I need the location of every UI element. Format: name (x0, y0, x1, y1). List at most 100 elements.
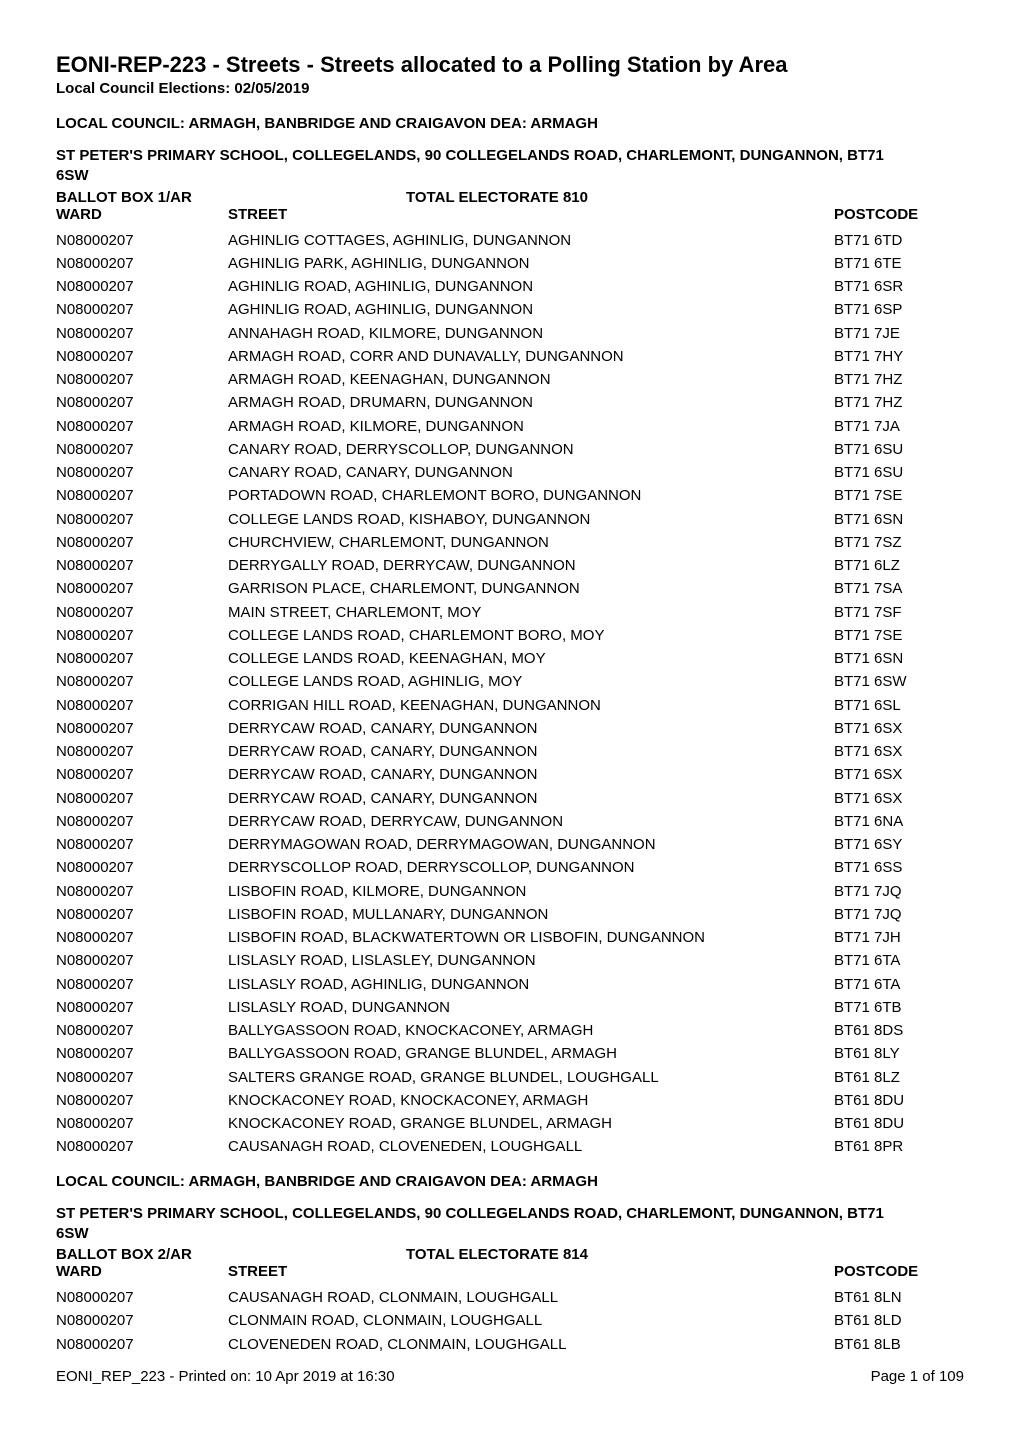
postcode-cell: BT61 8DS (834, 1019, 964, 1042)
ward-cell: N08000207 (56, 996, 228, 1019)
postcode-cell: BT61 8LB (834, 1333, 964, 1356)
table-row: N08000207CANARY ROAD, CANARY, DUNGANNONB… (56, 461, 964, 484)
table-row: N08000207AGHINLIG ROAD, AGHINLIG, DUNGAN… (56, 275, 964, 298)
street-cell: KNOCKACONEY ROAD, KNOCKACONEY, ARMAGH (228, 1089, 834, 1112)
postcode-cell: BT71 6TA (834, 949, 964, 972)
street-cell: COLLEGE LANDS ROAD, KEENAGHAN, MOY (228, 647, 834, 670)
table-row: N08000207COLLEGE LANDS ROAD, AGHINLIG, M… (56, 670, 964, 693)
street-cell: AGHINLIG ROAD, AGHINLIG, DUNGANNON (228, 298, 834, 321)
postcode-cell: BT61 8DU (834, 1089, 964, 1112)
street-cell: GARRISON PLACE, CHARLEMONT, DUNGANNON (228, 577, 834, 600)
street-cell: AGHINLIG PARK, AGHINLIG, DUNGANNON (228, 252, 834, 275)
ward-cell: N08000207 (56, 670, 228, 693)
street-cell: AGHINLIG COTTAGES, AGHINLIG, DUNGANNON (228, 229, 834, 252)
table-row: N08000207LISBOFIN ROAD, MULLANARY, DUNGA… (56, 903, 964, 926)
ward-cell: N08000207 (56, 694, 228, 717)
ward-cell: N08000207 (56, 484, 228, 507)
street-cell: COLLEGE LANDS ROAD, KISHABOY, DUNGANNON (228, 508, 834, 531)
table-row: N08000207COLLEGE LANDS ROAD, KISHABOY, D… (56, 508, 964, 531)
postcode-cell: BT71 6TA (834, 973, 964, 996)
street-cell: ANNAHAGH ROAD, KILMORE, DUNGANNON (228, 322, 834, 345)
street-cell: LISBOFIN ROAD, BLACKWATERTOWN OR LISBOFI… (228, 926, 834, 949)
ward-cell: N08000207 (56, 856, 228, 879)
postcode-cell: BT71 7HZ (834, 391, 964, 414)
table-row: N08000207LISLASLY ROAD, AGHINLIG, DUNGAN… (56, 973, 964, 996)
postcode-cell: BT71 7SE (834, 624, 964, 647)
postcode-col-header: POSTCODE (834, 206, 964, 223)
ward-cell: N08000207 (56, 1286, 228, 1309)
postcode-cell: BT71 6SN (834, 647, 964, 670)
postcode-cell: BT71 6SP (834, 298, 964, 321)
table-body-1: N08000207AGHINLIG COTTAGES, AGHINLIG, DU… (56, 229, 964, 1159)
street-cell: KNOCKACONEY ROAD, GRANGE BLUNDEL, ARMAGH (228, 1112, 834, 1135)
table-row: N08000207SALTERS GRANGE ROAD, GRANGE BLU… (56, 1066, 964, 1089)
ward-cell: N08000207 (56, 577, 228, 600)
ward-cell: N08000207 (56, 1089, 228, 1112)
table-row: N08000207LISLASLY ROAD, DUNGANNONBT71 6T… (56, 996, 964, 1019)
postcode-col-header: POSTCODE (834, 1263, 964, 1280)
table-row: N08000207ARMAGH ROAD, KEENAGHAN, DUNGANN… (56, 368, 964, 391)
ballot-electorate-row-2: BALLOT BOX 2/AR TOTAL ELECTORATE 814 (56, 1246, 964, 1263)
council-heading-1: LOCAL COUNCIL: ARMAGH, BANBRIDGE AND CRA… (56, 115, 964, 132)
postcode-cell: BT61 8PR (834, 1135, 964, 1158)
table-row: N08000207COLLEGE LANDS ROAD, CHARLEMONT … (56, 624, 964, 647)
street-cell: MAIN STREET, CHARLEMONT, MOY (228, 601, 834, 624)
street-cell: DERRYMAGOWAN ROAD, DERRYMAGOWAN, DUNGANN… (228, 833, 834, 856)
table-row: N08000207DERRYCAW ROAD, DERRYCAW, DUNGAN… (56, 810, 964, 833)
report-title: EONI-REP-223 - Streets - Streets allocat… (56, 52, 964, 78)
table-row: N08000207LISLASLY ROAD, LISLASLEY, DUNGA… (56, 949, 964, 972)
electorate-label-1: TOTAL ELECTORATE 810 (406, 189, 588, 206)
table-row: N08000207CLONMAIN ROAD, CLONMAIN, LOUGHG… (56, 1309, 964, 1332)
ward-cell: N08000207 (56, 1066, 228, 1089)
street-cell: COLLEGE LANDS ROAD, AGHINLIG, MOY (228, 670, 834, 693)
table-row: N08000207AGHINLIG PARK, AGHINLIG, DUNGAN… (56, 252, 964, 275)
table-row: N08000207GARRISON PLACE, CHARLEMONT, DUN… (56, 577, 964, 600)
ward-cell: N08000207 (56, 1019, 228, 1042)
table-row: N08000207ARMAGH ROAD, KILMORE, DUNGANNON… (56, 415, 964, 438)
postcode-cell: BT61 8LD (834, 1309, 964, 1332)
postcode-cell: BT71 6SX (834, 787, 964, 810)
postcode-cell: BT71 7JQ (834, 903, 964, 926)
ward-col-header: WARD (56, 206, 228, 223)
table-row: N08000207DERRYCAW ROAD, CANARY, DUNGANNO… (56, 763, 964, 786)
ward-cell: N08000207 (56, 717, 228, 740)
ward-cell: N08000207 (56, 438, 228, 461)
street-col-header: STREET (228, 206, 834, 223)
ward-cell: N08000207 (56, 973, 228, 996)
table-row: N08000207COLLEGE LANDS ROAD, KEENAGHAN, … (56, 647, 964, 670)
postcode-cell: BT71 6TD (834, 229, 964, 252)
report-page: EONI-REP-223 - Streets - Streets allocat… (0, 0, 1020, 1425)
street-cell: BALLYGASSOON ROAD, GRANGE BLUNDEL, ARMAG… (228, 1042, 834, 1065)
street-cell: ARMAGH ROAD, CORR AND DUNAVALLY, DUNGANN… (228, 345, 834, 368)
ward-cell: N08000207 (56, 461, 228, 484)
postcode-cell: BT71 7JA (834, 415, 964, 438)
electorate-label-2: TOTAL ELECTORATE 814 (406, 1246, 588, 1263)
street-cell: CAUSANAGH ROAD, CLONMAIN, LOUGHGALL (228, 1286, 834, 1309)
street-cell: AGHINLIG ROAD, AGHINLIG, DUNGANNON (228, 275, 834, 298)
street-cell: COLLEGE LANDS ROAD, CHARLEMONT BORO, MOY (228, 624, 834, 647)
ward-cell: N08000207 (56, 624, 228, 647)
ward-cell: N08000207 (56, 229, 228, 252)
postcode-cell: BT71 6TB (834, 996, 964, 1019)
venue-line1-2: ST PETER'S PRIMARY SCHOOL, COLLEGELANDS,… (56, 1204, 964, 1224)
street-col-header: STREET (228, 1263, 834, 1280)
ward-cell: N08000207 (56, 1135, 228, 1158)
table-row: N08000207ARMAGH ROAD, CORR AND DUNAVALLY… (56, 345, 964, 368)
table-row: N08000207AGHINLIG ROAD, AGHINLIG, DUNGAN… (56, 298, 964, 321)
ward-cell: N08000207 (56, 833, 228, 856)
venue-line2-1: 6SW (56, 166, 964, 186)
street-cell: CANARY ROAD, CANARY, DUNGANNON (228, 461, 834, 484)
footer-left: EONI_REP_223 - Printed on: 10 Apr 2019 a… (56, 1368, 395, 1385)
ballot-box-label-2: BALLOT BOX 2/AR (56, 1246, 406, 1263)
ward-cell: N08000207 (56, 740, 228, 763)
street-cell: DERRYCAW ROAD, CANARY, DUNGANNON (228, 787, 834, 810)
street-cell: CORRIGAN HILL ROAD, KEENAGHAN, DUNGANNON (228, 694, 834, 717)
table-row: N08000207DERRYSCOLLOP ROAD, DERRYSCOLLOP… (56, 856, 964, 879)
ward-cell: N08000207 (56, 368, 228, 391)
table-row: N08000207CLOVENEDEN ROAD, CLONMAIN, LOUG… (56, 1333, 964, 1356)
table-row: N08000207CAUSANAGH ROAD, CLONMAIN, LOUGH… (56, 1286, 964, 1309)
street-cell: LISLASLY ROAD, DUNGANNON (228, 996, 834, 1019)
street-cell: SALTERS GRANGE ROAD, GRANGE BLUNDEL, LOU… (228, 1066, 834, 1089)
postcode-cell: BT71 6SX (834, 763, 964, 786)
table-row: N08000207DERRYCAW ROAD, CANARY, DUNGANNO… (56, 740, 964, 763)
